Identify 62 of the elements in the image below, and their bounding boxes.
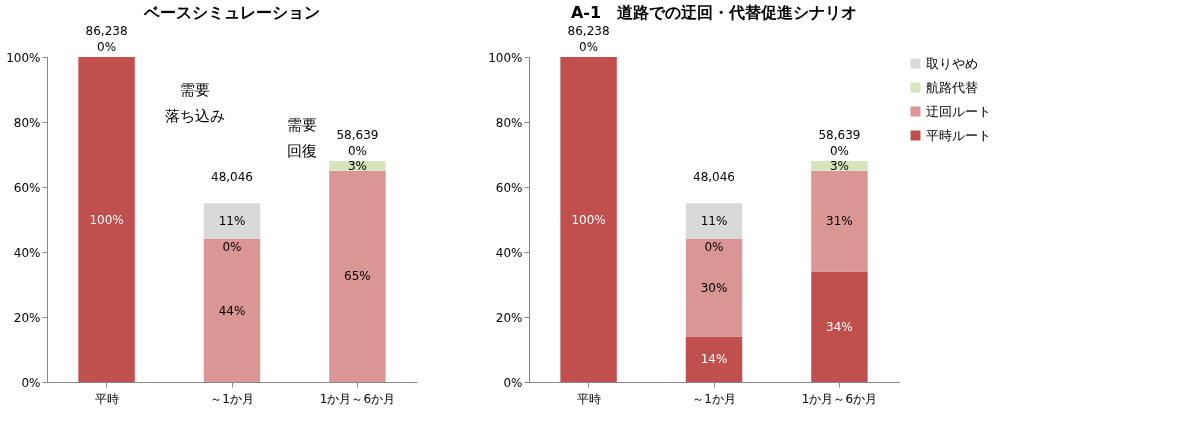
bar bbox=[329, 170, 386, 382]
annotation: 58,639 bbox=[818, 128, 861, 142]
data-label: 34% bbox=[826, 319, 853, 334]
data-label: 0% bbox=[347, 144, 367, 158]
y-tick-label: 20% bbox=[13, 310, 41, 325]
annotation: 48,046 bbox=[693, 170, 735, 185]
data-label: 0% bbox=[222, 240, 242, 254]
data-label: 0% bbox=[704, 240, 724, 254]
data-label: 0% bbox=[829, 144, 849, 158]
annotation: 需要 bbox=[287, 116, 318, 135]
annotation: 58,639 bbox=[336, 128, 379, 142]
x-tick-label: ～1か月 bbox=[210, 391, 254, 406]
y-tick-label: 100% bbox=[6, 50, 41, 65]
y-tick-label: 80% bbox=[495, 115, 523, 130]
x-tick-label: 平時 bbox=[576, 391, 601, 406]
annotation: 48,046 bbox=[211, 170, 253, 185]
bar bbox=[685, 239, 743, 337]
legend-label: 航路代替 bbox=[926, 79, 978, 95]
y-tick-label: 20% bbox=[495, 310, 523, 325]
bar bbox=[811, 271, 868, 382]
y-tick-label: 60% bbox=[13, 180, 41, 195]
annotation: 需要 bbox=[180, 80, 210, 99]
data-label: 100% bbox=[89, 212, 124, 227]
y-tick-label: 80% bbox=[13, 115, 41, 130]
data-label: 44% bbox=[218, 303, 246, 318]
bar bbox=[203, 203, 261, 239]
annotation: 回復 bbox=[287, 142, 318, 161]
annotation: 86,238 bbox=[85, 24, 128, 38]
data-label: 11% bbox=[700, 214, 728, 229]
y-tick-label: 60% bbox=[495, 180, 523, 195]
data-label: 14% bbox=[700, 352, 728, 367]
bar bbox=[685, 203, 743, 239]
x-tick-label: ～1か月 bbox=[692, 391, 736, 406]
data-label: 31% bbox=[826, 214, 853, 229]
chart-title: A-1 道路での迂回・代替促進シナリオ bbox=[570, 3, 858, 22]
y-tick-label: 0% bbox=[503, 375, 523, 390]
legend-label: 平時ルート bbox=[926, 127, 991, 143]
legend-label: 迂回ルート bbox=[926, 103, 991, 119]
bar bbox=[203, 239, 261, 382]
data-label: 0% bbox=[97, 40, 117, 54]
legend-label: 取りやめ bbox=[926, 55, 978, 71]
y-tick-label: 100% bbox=[488, 50, 523, 65]
y-tick-label: 0% bbox=[21, 375, 41, 390]
x-tick-label: 1か月～6か月 bbox=[801, 391, 878, 406]
bar bbox=[811, 170, 868, 272]
x-tick-label: 1か月～6か月 bbox=[319, 391, 396, 406]
data-label: 3% bbox=[347, 158, 367, 173]
annotation: 86,238 bbox=[567, 24, 610, 38]
data-label: 3% bbox=[829, 158, 849, 173]
data-label: 11% bbox=[218, 214, 246, 229]
y-tick-label: 40% bbox=[13, 245, 41, 260]
chart-title: ベースシミュレーション bbox=[143, 3, 320, 22]
data-label: 30% bbox=[700, 280, 728, 295]
bar bbox=[560, 57, 617, 382]
data-label: 65% bbox=[344, 269, 371, 284]
data-label: 0% bbox=[579, 40, 599, 54]
x-tick-label: 平時 bbox=[94, 391, 119, 406]
data-label: 100% bbox=[571, 212, 606, 227]
annotation: 落ち込み bbox=[165, 106, 225, 125]
y-tick-label: 40% bbox=[495, 245, 523, 260]
bar bbox=[78, 57, 135, 382]
bar bbox=[685, 336, 743, 382]
